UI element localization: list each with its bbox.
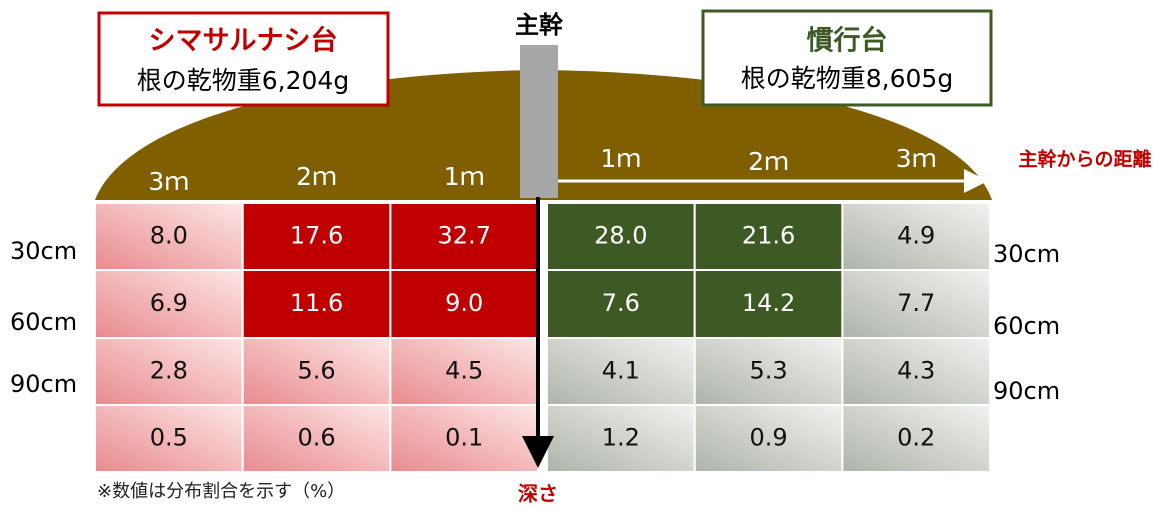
cell-value: 4.9 [897,222,935,250]
depth-label: 深さ [518,482,558,506]
distance-tick: 2ｍ [748,147,789,176]
cell-value: 32.7 [438,222,491,250]
note: ※数値は分布割合を示す（%） [97,481,345,502]
cell-value: 21.6 [742,222,795,250]
cell-value: 9.0 [445,289,483,317]
depth-tick: 60cm [10,308,77,336]
right-subtitle: 根の乾物重8,605g [741,64,953,93]
distance-tick: 3ｍ [148,167,189,196]
cell-value: 14.2 [742,289,795,317]
cell-value: 0.1 [445,424,483,452]
cell-value: 7.6 [602,289,640,317]
cell-value: 7.7 [897,289,935,317]
cell-value: 28.0 [594,222,647,250]
cell-value: 1.2 [602,424,640,452]
trunk [520,45,558,198]
cell-value: 5.3 [749,357,787,385]
cell-value: 0.6 [297,424,335,452]
right-title: 慣行台 [807,25,888,57]
distance-label: 主幹からの距離 [1018,148,1151,171]
distance-tick: 1ｍ [600,144,641,173]
depth-tick: 60cm [993,312,1060,340]
depth-tick: 90cm [993,377,1060,405]
cell-value: 0.9 [749,424,787,452]
depth-tick: 30cm [993,240,1060,268]
cell-value: 17.6 [290,222,343,250]
depth-tick: 90cm [10,370,77,398]
cell-value: 0.5 [150,424,188,452]
cell-value: 0.2 [897,424,935,452]
cell-value: 2.8 [150,357,188,385]
distance-tick: 1ｍ [444,162,485,191]
cell-value: 8.0 [150,222,188,250]
depth-tick: 30cm [10,237,77,265]
trunk-label: 主幹 [515,11,564,39]
cell-value: 4.5 [445,357,483,385]
cell-value: 11.6 [290,289,343,317]
cell-value: 4.3 [897,357,935,385]
diagram: 8.0 17.6 32.7 6.9 11.6 9.0 2.8 5.6 4.5 0.5 0.6 0.1 3… [0,0,1176,511]
cell-value: 4.1 [602,357,640,385]
left-subtitle: 根の乾物重6,204g [137,66,349,95]
distance-tick: 3ｍ [896,144,937,173]
cell-value: 5.6 [297,357,335,385]
distance-tick: 2ｍ [296,162,337,191]
left-title: シマサルナシ台 [149,25,338,57]
cell-value: 6.9 [150,289,188,317]
